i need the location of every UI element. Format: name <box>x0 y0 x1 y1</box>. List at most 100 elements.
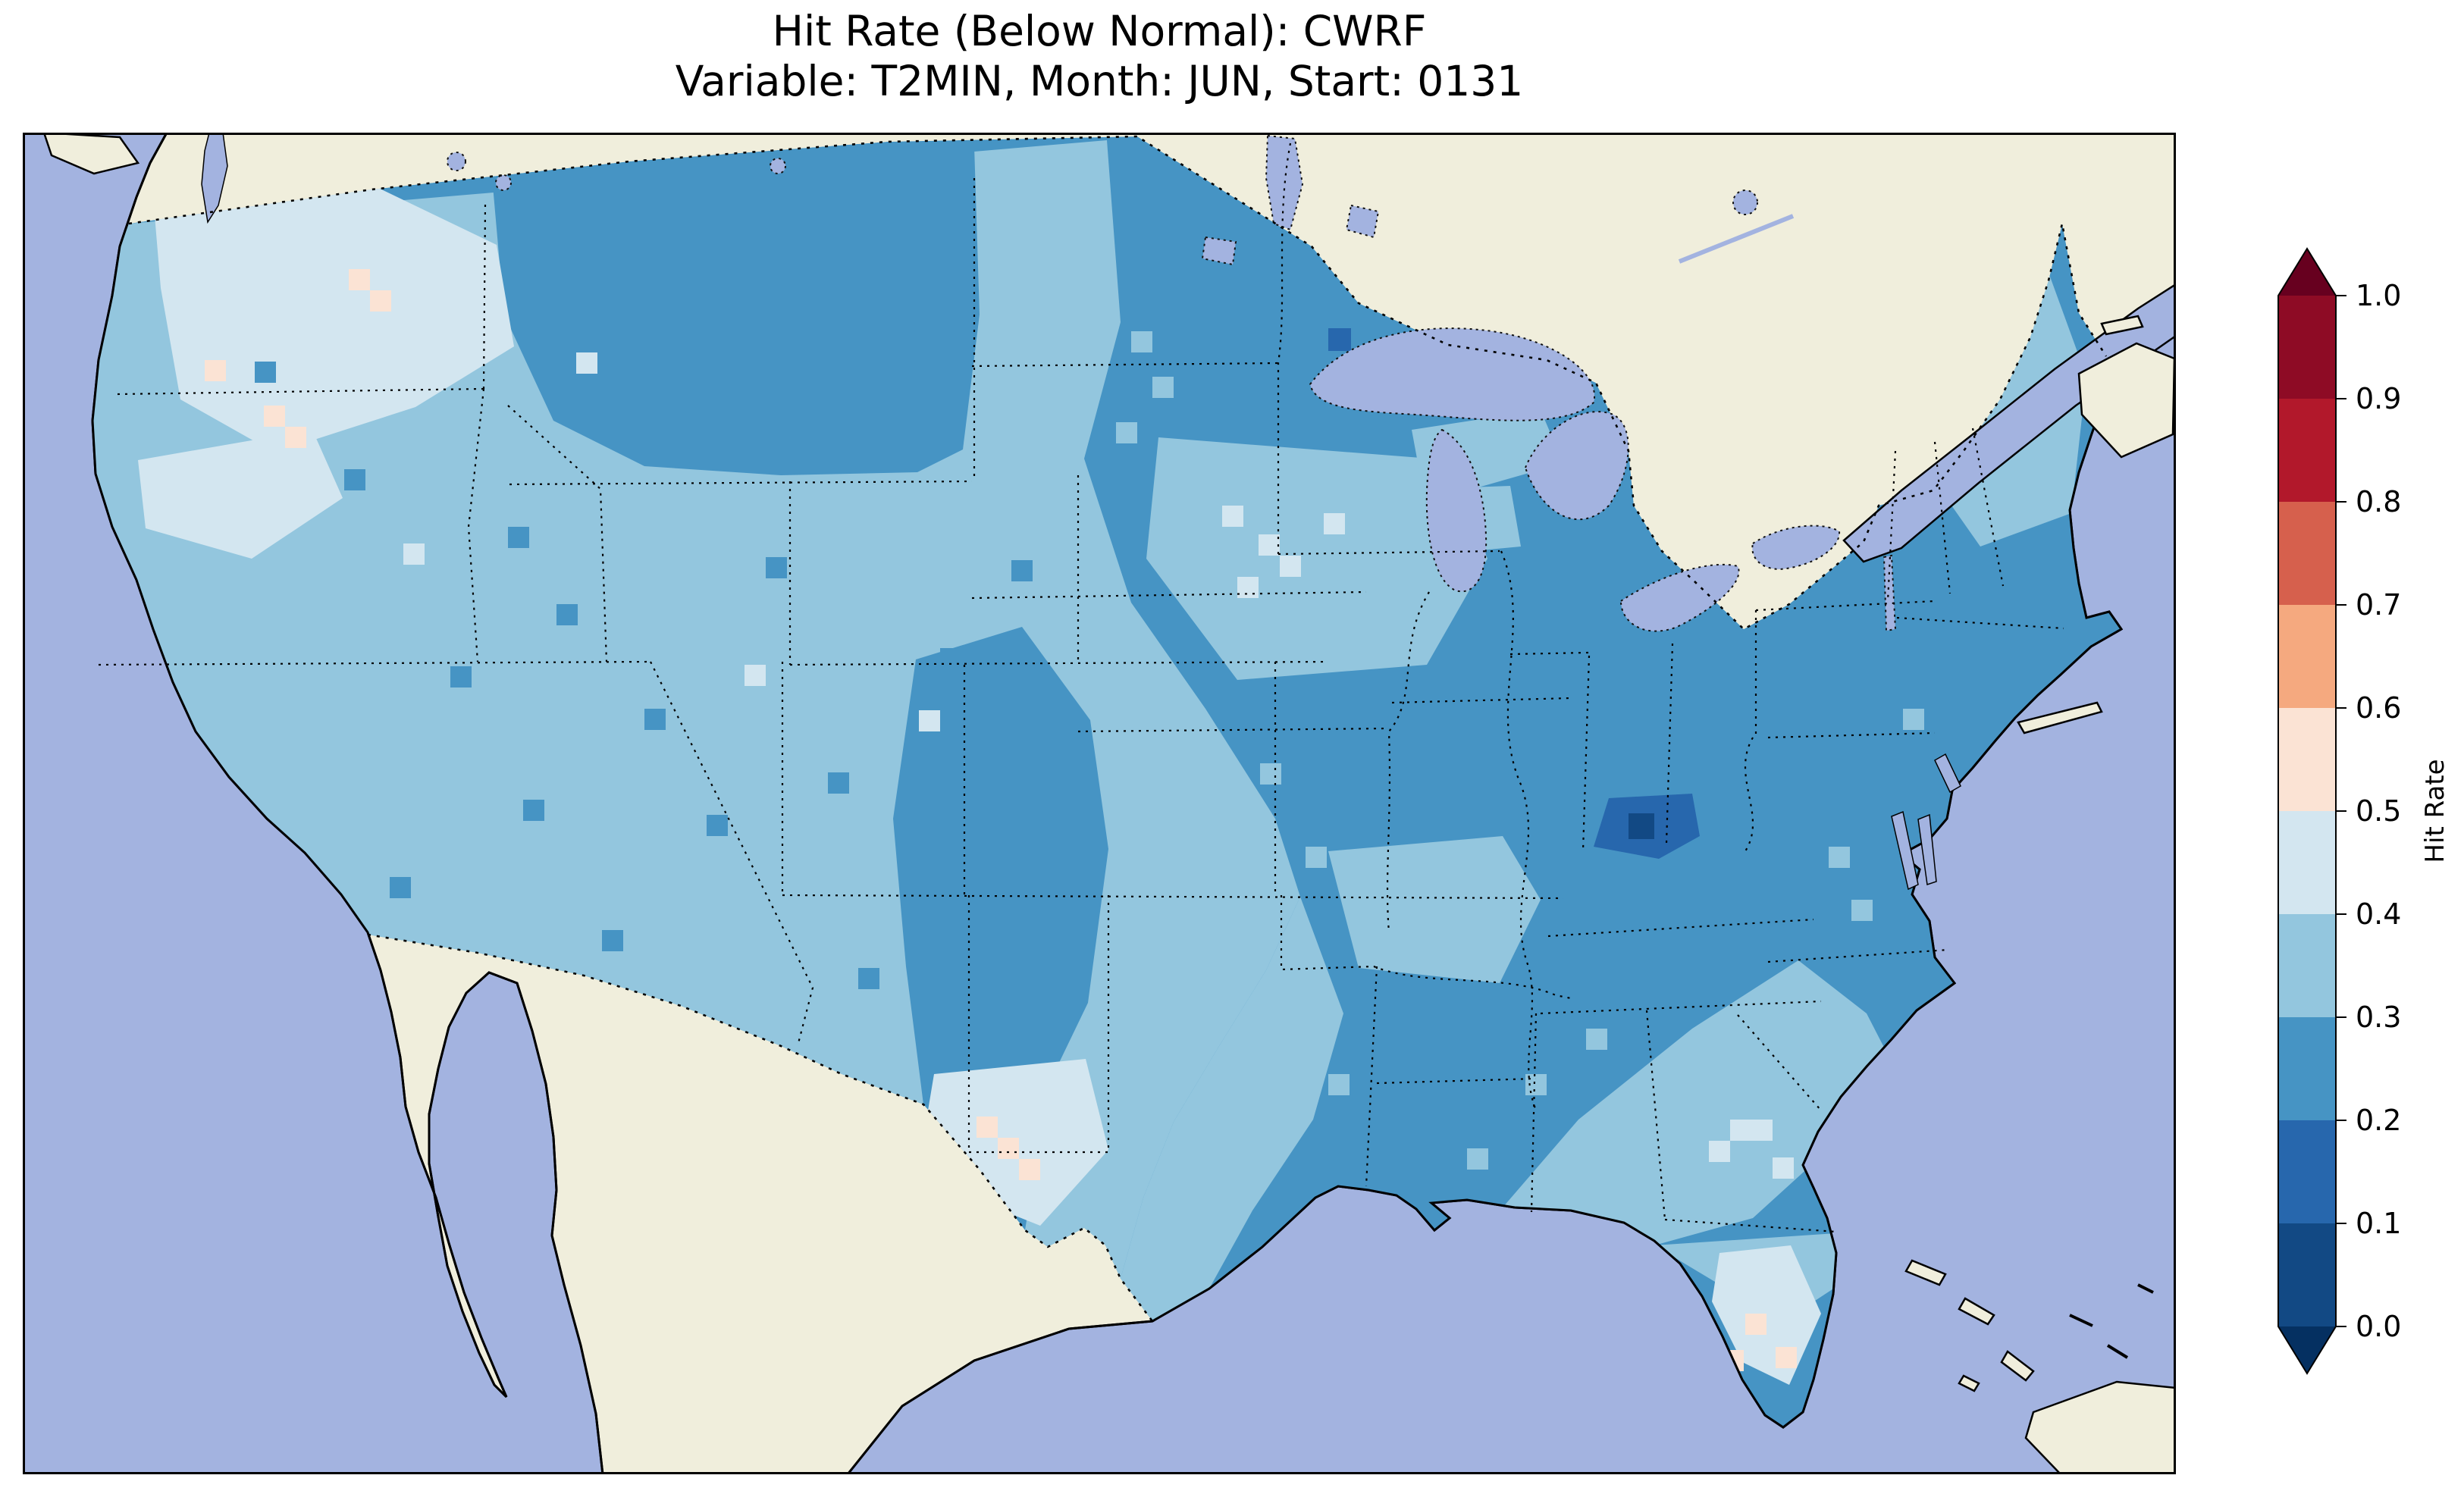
colorbar-extend-under-triangle <box>2278 1326 2336 1373</box>
grid-cell <box>940 648 961 669</box>
grid-cell <box>858 968 879 989</box>
grid-cell <box>214 498 235 519</box>
tick-label: 0.6 <box>2356 691 2401 725</box>
grid-cell <box>508 527 529 548</box>
bahamas-island <box>2000 1350 2035 1382</box>
region-pnw-pale <box>138 177 514 559</box>
grid-cell <box>1467 1148 1488 1170</box>
cay-dash <box>2069 1314 2093 1327</box>
grid-cell <box>1903 709 1924 730</box>
state-border-line <box>789 660 1329 666</box>
grid-cell <box>1773 1157 1794 1179</box>
bahamas-island <box>1904 1259 1947 1286</box>
grid-cell <box>1851 900 1873 921</box>
delaware-bay <box>1934 753 1961 794</box>
chesapeake-delaware-bays <box>201 133 1961 891</box>
small-cays <box>2069 1283 2154 1359</box>
title-line-2: Variable: T2MIN, Month: JUN, Start: 0131 <box>675 57 1524 105</box>
grid-cell <box>828 772 849 794</box>
region-southeast-coastal-light <box>1503 960 1894 1245</box>
region-minnesota-dark-cell <box>1328 328 1351 351</box>
chesapeake-bay-east <box>1917 813 1937 885</box>
grid-cell <box>1709 1141 1730 1162</box>
state-border-line <box>1896 616 2064 630</box>
cuba <box>2024 1380 2176 1474</box>
state-border-line <box>1386 591 1430 933</box>
grid-cell <box>707 815 728 836</box>
state-border-line <box>971 590 1367 600</box>
colorbar-tick-labels: 1.0 0.9 0.8 0.7 0.6 0.5 0.4 0.3 0.2 0.1 … <box>2356 279 2401 1343</box>
state-border-line <box>1547 918 1814 938</box>
colorbar-segment <box>2278 1223 2336 1326</box>
grid-cell <box>766 557 787 578</box>
us-canada-border <box>128 135 2108 631</box>
state-border-line <box>1365 966 1378 1187</box>
state-border-line <box>482 204 487 390</box>
state-border-line <box>1280 895 1572 1000</box>
tick-label: 0.7 <box>2356 588 2401 622</box>
colorbar-segment <box>2278 296 2336 399</box>
grid-cell <box>576 352 597 374</box>
colorbar-ticks <box>2336 295 2346 1327</box>
region-iowa-pale-cells <box>1237 513 1345 598</box>
state-border-line <box>467 388 485 662</box>
bahamas-island <box>1958 1297 1995 1326</box>
region-iowa-nebraska-light <box>1146 437 1487 680</box>
grid-cell <box>523 800 544 821</box>
grid-cell <box>1237 577 1259 598</box>
state-border-line <box>1665 643 1674 844</box>
state-border-line <box>1277 143 1292 554</box>
colorbar-segment <box>2278 708 2336 811</box>
grid-cell <box>556 604 578 625</box>
grid-cell <box>1829 847 1850 868</box>
tick-label: 0.8 <box>2356 485 2401 518</box>
islands <box>1904 315 2176 1474</box>
grid-cell <box>1745 1314 1766 1335</box>
grid-cell <box>403 543 425 565</box>
speckle-dark-cells <box>255 362 1069 989</box>
chesapeake-bay-west <box>1891 810 1919 891</box>
cay-dash <box>2137 1283 2154 1294</box>
tick-label: 1.0 <box>2356 279 2401 312</box>
grid-cell <box>1730 1120 1773 1141</box>
region-texas-south-light <box>1121 897 1343 1321</box>
state-border-line <box>1933 441 1951 594</box>
tick-label: 0.0 <box>2356 1310 2401 1343</box>
colorbar-segment <box>2278 605 2336 708</box>
colorbar: 1.0 0.9 0.8 0.7 0.6 0.5 0.4 0.3 0.2 0.1 … <box>2277 247 2450 1375</box>
grid-cell <box>1177 953 1198 974</box>
state-border-line <box>969 895 1110 1154</box>
grid-cell <box>1306 847 1327 868</box>
lake-michigan <box>1425 428 1487 593</box>
tick-label: 0.3 <box>2356 1001 2401 1034</box>
state-border-line <box>1645 1010 1666 1220</box>
grid-cell <box>1116 422 1137 443</box>
grid-cell <box>1152 377 1174 398</box>
grid-cell <box>1011 560 1033 581</box>
grid-cell <box>977 1117 998 1138</box>
colorbar-segment <box>2278 1120 2336 1223</box>
state-border-line <box>1077 727 1390 733</box>
grid-cell <box>1324 513 1345 534</box>
state-border-line <box>782 894 1564 900</box>
small-lake <box>495 174 512 191</box>
tick-label: 0.2 <box>2356 1104 2401 1137</box>
grid-cell <box>1019 1159 1040 1180</box>
tick-label: 0.9 <box>2356 382 2401 415</box>
grid-cell <box>1048 816 1069 838</box>
lake-nipigon <box>1345 204 1380 239</box>
lake-huron <box>1524 411 1629 521</box>
tick-label: 0.5 <box>2356 794 2401 828</box>
puget-sound <box>201 133 228 224</box>
region-kentucky-core-cell <box>1629 813 1654 839</box>
grid-cell <box>998 1138 1019 1159</box>
state-border-line <box>98 660 651 666</box>
prince-edward-island <box>2100 315 2144 336</box>
ottawa-river <box>1678 214 1795 264</box>
grid-cell <box>349 269 370 290</box>
small-lake <box>770 158 786 174</box>
grid-cell <box>1260 763 1281 785</box>
colorbar-axis-label: Hit Rate <box>2420 759 2450 863</box>
lake-ontario <box>1751 525 1841 571</box>
state-border-line <box>117 387 484 396</box>
